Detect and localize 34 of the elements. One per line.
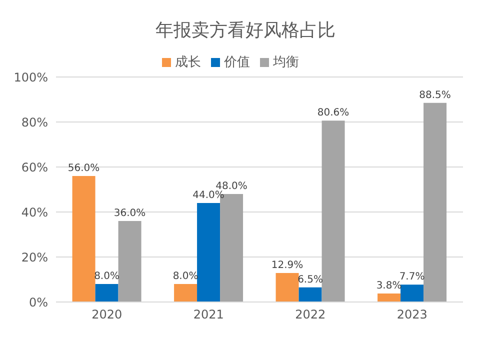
legend-label: 成长 xyxy=(175,55,201,70)
x-tick-label: 2023 xyxy=(396,308,428,322)
bar xyxy=(400,284,424,302)
data-label: 44.0% xyxy=(192,190,224,201)
data-label: 3.8% xyxy=(376,280,402,292)
data-label: 36.0% xyxy=(114,208,146,219)
data-label: 12.9% xyxy=(271,260,304,271)
bar xyxy=(118,221,142,302)
bar xyxy=(95,284,118,302)
y-tick-label: 40% xyxy=(21,205,48,220)
data-label: 7.7% xyxy=(399,272,425,283)
bar xyxy=(378,293,401,302)
y-tick-label: 0% xyxy=(28,295,48,310)
y-tick-label: 100% xyxy=(14,70,48,84)
legend-label: 均衡 xyxy=(273,55,299,70)
data-label: 56.0% xyxy=(68,163,100,174)
bar xyxy=(197,203,220,302)
data-label: 48.0% xyxy=(216,181,248,192)
x-tick-label: 2021 xyxy=(193,308,224,322)
bar xyxy=(174,284,198,302)
bar xyxy=(276,272,299,302)
y-tick-label: 60% xyxy=(21,160,48,174)
bar xyxy=(322,120,345,302)
bar xyxy=(298,287,322,302)
bar xyxy=(72,176,96,302)
x-tick-label: 2020 xyxy=(92,308,122,322)
data-label: 80.6% xyxy=(317,108,350,119)
bar xyxy=(424,102,447,302)
y-tick-label: 80% xyxy=(21,115,48,130)
x-tick-label: 2022 xyxy=(295,308,326,322)
data-label: 88.5% xyxy=(419,90,451,101)
y-tick-label: 20% xyxy=(21,250,48,264)
chart-title: 年报卖方看好风格占比 xyxy=(154,19,336,43)
legend-label: 价值 xyxy=(224,55,250,70)
